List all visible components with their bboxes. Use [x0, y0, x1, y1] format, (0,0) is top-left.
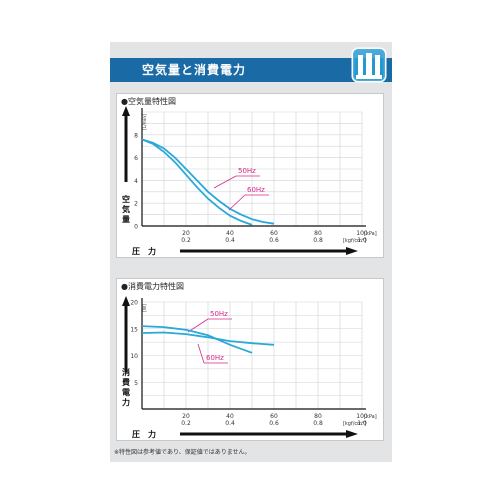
- x-unit-kpa: [kPa]: [364, 414, 377, 420]
- y-axis-label-char: 空: [122, 194, 130, 204]
- x-tick-label-kgf: 0.8: [313, 420, 323, 427]
- x-unit-kgf: [kgf/cm²]: [343, 421, 366, 427]
- page-title: 空気量と消費電力: [142, 63, 247, 77]
- y-axis-label-char: 量: [122, 214, 130, 224]
- y-axis-label-char: 気: [122, 204, 130, 214]
- series-label-60hz: 60Hz: [247, 186, 265, 194]
- x-tick-label-kpa: 20: [182, 413, 190, 420]
- x-tick-label-kgf: 0.4: [225, 237, 235, 244]
- x-tick-label-kpa: 100: [356, 230, 368, 237]
- x-tick-label-kgf: 0.8: [313, 237, 323, 244]
- series-line-60hz: [141, 325, 253, 354]
- y-tick-label: 6: [134, 155, 138, 162]
- x-tick-label-kgf: 1.0: [357, 420, 367, 427]
- footnote: ※特性図は参考値であり、保証値ではありません。: [114, 449, 251, 456]
- y-tick-label: 2: [134, 201, 138, 208]
- airflow-chart-card: [116, 93, 384, 258]
- x-axis-label-char: 圧: [132, 247, 140, 256]
- x-tick-label-kpa: 80: [314, 230, 322, 237]
- airflow-chart: 0 2 4 6 8 [L/min] 20 40 60 80 100 0.2 0.4 0.6 0.8 1.0[k…: [122, 106, 377, 256]
- y-unit-label: [W]: [142, 304, 148, 312]
- series-line-50hz: [141, 331, 275, 346]
- y-tick-label: 5: [134, 380, 138, 387]
- x-tick-label-kgf: 0.2: [181, 237, 191, 244]
- x-tick-label-kpa: 60: [270, 413, 278, 420]
- x-tick-label-kpa: 60: [270, 230, 278, 237]
- x-axis-arrowhead-icon: [346, 247, 358, 255]
- series-line-60hz: [141, 138, 253, 226]
- y-axis-label-char: 力: [122, 397, 130, 407]
- x-axis-label-char: 圧: [132, 430, 140, 439]
- power-chart-title: ●消費電力特性図: [121, 282, 184, 291]
- power-chart-card: [116, 278, 384, 441]
- x-tick-label-kpa: 100: [356, 413, 368, 420]
- series-pointer-60hz: [197, 343, 205, 364]
- x-axis-label-char: 力: [148, 246, 156, 256]
- y-axis-label-char: 消: [122, 367, 130, 377]
- y-axis-arrowhead-icon: [122, 106, 130, 116]
- y-tick-label: 20: [130, 300, 138, 307]
- x-axis-label-char: 力: [148, 429, 156, 439]
- series-pointer-50hz: [213, 175, 237, 189]
- series-pointer-60hz: [228, 194, 246, 211]
- series-label-60hz: 60Hz: [206, 354, 224, 362]
- header-bar: [110, 58, 392, 82]
- y-tick-label: 10: [130, 353, 138, 360]
- y-tick-label: 4: [134, 178, 138, 185]
- series-label-50hz: 50Hz: [238, 167, 256, 175]
- x-tick-label-kpa: 20: [182, 230, 190, 237]
- x-axis-arrowhead-icon: [346, 430, 358, 438]
- y-unit-label: [L/min]: [142, 114, 148, 130]
- x-tick-label-kgf: 0.6: [269, 237, 279, 244]
- y-axis-label-char: 費: [122, 377, 130, 387]
- x-tick-label-kgf: 0.6: [269, 420, 279, 427]
- x-tick-label-kpa: 40: [226, 413, 234, 420]
- blue-machine-logo-icon: [351, 47, 387, 83]
- series-pointer-50hz: [187, 318, 209, 333]
- x-tick-label-kpa: 40: [226, 230, 234, 237]
- y-axis-label-char: 電: [122, 387, 130, 397]
- x-unit-kpa: [kPa]: [364, 231, 377, 237]
- x-tick-label-kpa: 80: [314, 413, 322, 420]
- x-tick-label-kgf: 0.4: [225, 420, 235, 427]
- y-tick-label: 8: [134, 132, 138, 139]
- y-tick-label: 0: [134, 224, 138, 231]
- y-tick-label: 15: [130, 326, 138, 333]
- power-chart: 5 10 15 20 [W] 20 40 60 80 100 0.2 0.4 0.6 0.8 1.0[kPa…: [122, 296, 377, 439]
- airflow-chart-title: ●空気量特性図: [121, 97, 176, 106]
- x-unit-kgf: [kgf/cm²]: [343, 238, 366, 244]
- x-tick-label-kgf: 1.0: [357, 237, 367, 244]
- series-line-50hz: [141, 138, 275, 225]
- x-tick-label-kgf: 0.2: [181, 420, 191, 427]
- y-axis-arrowhead-icon: [122, 296, 130, 306]
- series-label-50hz: 50Hz: [210, 310, 228, 318]
